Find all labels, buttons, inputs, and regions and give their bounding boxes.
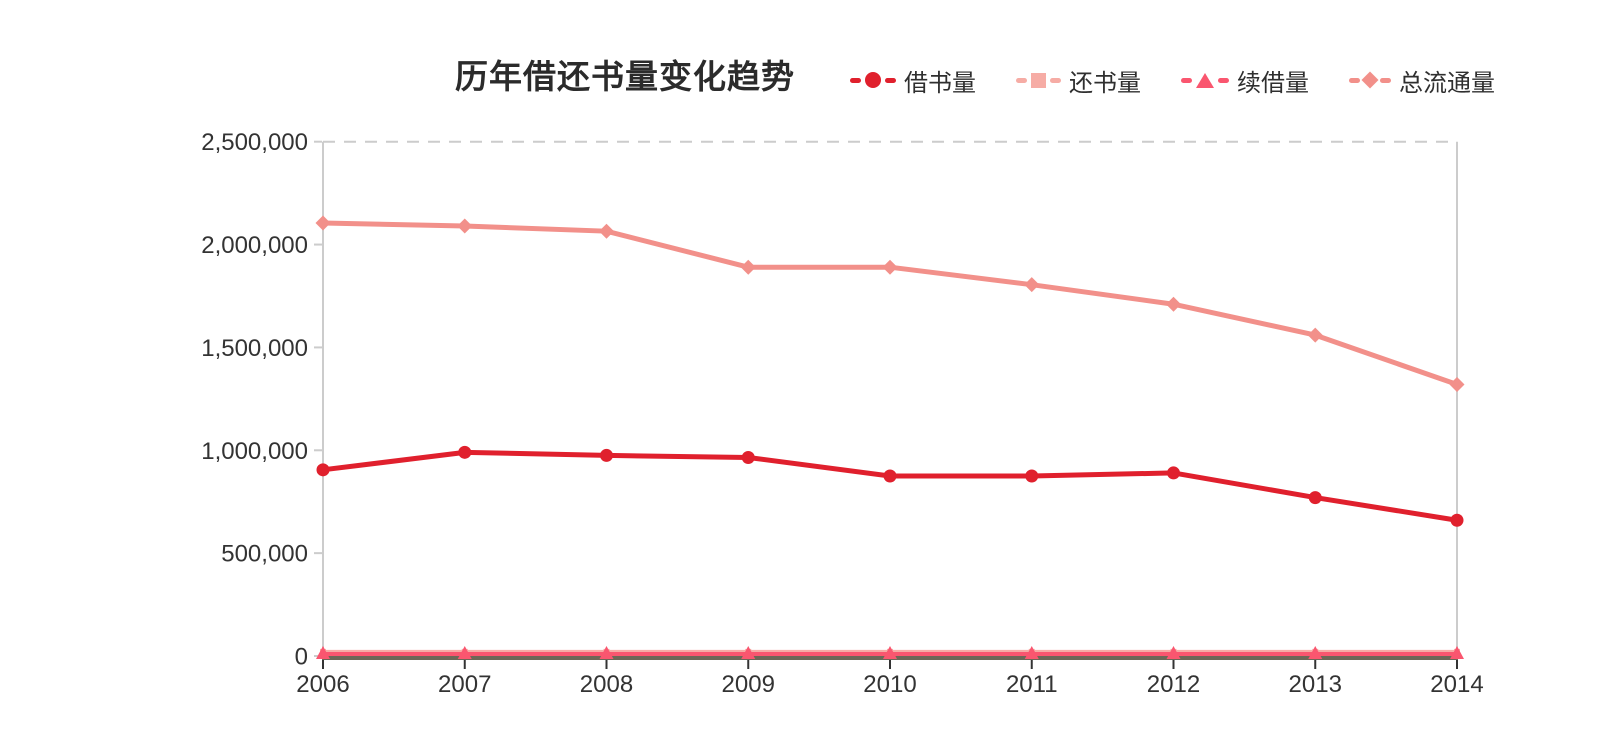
total-series-marker bbox=[457, 218, 473, 234]
legend-item-label: 还书量 bbox=[1069, 69, 1141, 97]
renew-series-marker bbox=[741, 645, 756, 659]
renew-series-marker bbox=[599, 645, 614, 659]
borrow-series-marker bbox=[1025, 469, 1039, 483]
legend-dash bbox=[850, 77, 861, 83]
legend-dash bbox=[1218, 77, 1229, 83]
y-axis-label: 0 bbox=[295, 644, 308, 671]
borrow-series-marker bbox=[741, 450, 755, 464]
legend-item-total[interactable]: 总流通量 bbox=[1349, 63, 1495, 98]
return-square-icon bbox=[1031, 72, 1046, 88]
legend-dash bbox=[1050, 77, 1061, 83]
borrow-series-marker bbox=[458, 445, 472, 459]
renew-series-marker bbox=[883, 645, 897, 659]
legend-dash bbox=[1349, 77, 1360, 83]
x-axis-label: 2008 bbox=[580, 671, 633, 698]
borrow-series-marker bbox=[1167, 466, 1180, 480]
renew-series-marker bbox=[457, 645, 472, 659]
chart-title: 历年借还书量变化趋势 bbox=[455, 58, 795, 95]
renew-series-marker bbox=[1166, 645, 1181, 659]
legend-dash bbox=[885, 77, 896, 83]
x-axis-label: 2010 bbox=[863, 671, 916, 698]
total-series-line bbox=[320, 220, 1460, 387]
x-axis-label: 2011 bbox=[1006, 671, 1058, 698]
x-axis-label: 2006 bbox=[296, 671, 349, 698]
renew-triangle-icon bbox=[1196, 72, 1214, 88]
borrow-series-line bbox=[320, 449, 1460, 523]
legend: 借书量 还书量 续借量 总流通量 bbox=[850, 62, 1495, 98]
borrow-series-marker bbox=[883, 469, 897, 483]
total-series-marker bbox=[740, 259, 756, 275]
renew-series-marker bbox=[1308, 645, 1323, 659]
x-axis-label: 2007 bbox=[438, 671, 491, 698]
total-series-marker bbox=[1024, 277, 1040, 293]
renew-series-marker bbox=[1024, 645, 1039, 659]
total-series-marker bbox=[1166, 296, 1181, 312]
legend-dash bbox=[1181, 77, 1192, 83]
legend-dash bbox=[1016, 77, 1027, 83]
x-axis-label: 2012 bbox=[1147, 671, 1200, 698]
renew-series-marker bbox=[316, 645, 330, 659]
borrow-series-marker bbox=[1450, 513, 1464, 527]
total-series-marker bbox=[1307, 327, 1323, 343]
legend-item-borrow[interactable]: 借书量 bbox=[850, 63, 976, 98]
borrow-series-marker bbox=[1308, 491, 1322, 505]
renew-series-marker bbox=[1450, 645, 1464, 659]
total-series-marker bbox=[882, 259, 898, 275]
legend-item-label: 借书量 bbox=[904, 69, 976, 97]
y-axis-label: 500,000 bbox=[221, 541, 308, 568]
legend-item-return[interactable]: 还书量 bbox=[1016, 63, 1141, 98]
total-series-marker bbox=[1449, 376, 1465, 392]
legend-dash bbox=[1380, 77, 1391, 83]
y-axis-label: 1,000,000 bbox=[201, 438, 308, 465]
x-axis-label: 2009 bbox=[722, 671, 775, 698]
y-axis-label: 2,000,000 bbox=[201, 232, 308, 259]
y-axis-label: 2,500,000 bbox=[201, 129, 308, 156]
total-series-marker bbox=[315, 215, 331, 231]
borrow-circle-icon bbox=[865, 72, 881, 88]
x-axis-label: 2014 bbox=[1430, 671, 1483, 698]
y-axis-label: 1,500,000 bbox=[201, 335, 308, 362]
x-axis-label: 2013 bbox=[1289, 671, 1342, 698]
legend-item-renew[interactable]: 续借量 bbox=[1181, 63, 1309, 98]
borrow-series-marker bbox=[600, 448, 613, 462]
legend-item-label: 续借量 bbox=[1237, 69, 1309, 97]
borrow-series-marker bbox=[316, 463, 330, 477]
total-series-marker bbox=[599, 223, 614, 239]
legend-item-label: 总流通量 bbox=[1399, 69, 1495, 97]
